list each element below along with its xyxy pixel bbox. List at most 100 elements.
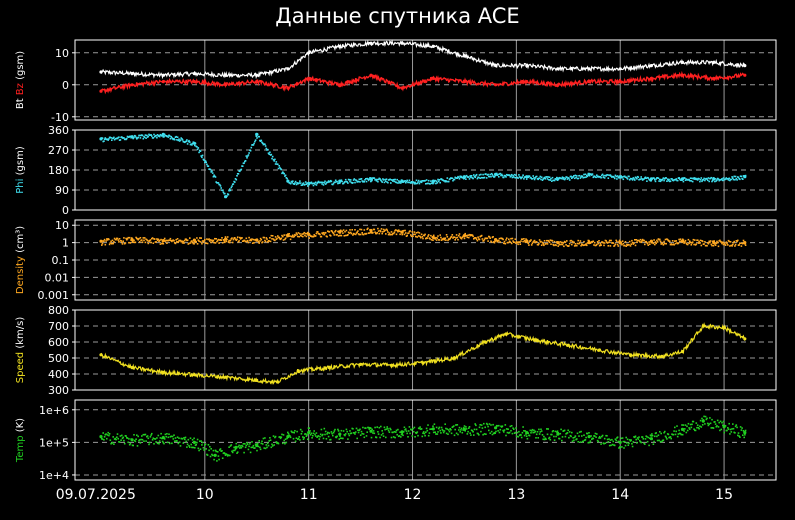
data-point [649, 243, 651, 245]
data-point [251, 441, 253, 443]
data-point [582, 244, 584, 247]
data-point [448, 238, 451, 241]
data-point [603, 177, 606, 179]
y-label-part: (gsm) [15, 146, 26, 178]
y-tick-label: 800 [48, 304, 69, 317]
data-point [644, 243, 646, 246]
data-point [490, 241, 493, 243]
data-point [315, 232, 318, 235]
data-point [587, 441, 590, 444]
data-point [231, 450, 233, 453]
data-point [143, 237, 146, 239]
data-point [125, 237, 127, 240]
data-point [734, 243, 737, 246]
data-mark [618, 80, 622, 84]
data-point [736, 240, 738, 243]
data-point [419, 426, 421, 428]
data-point [235, 239, 238, 241]
data-mark [224, 375, 228, 379]
data-point [271, 235, 274, 237]
data-mark [556, 67, 560, 71]
data-point [418, 182, 421, 185]
data-point [599, 437, 602, 439]
data-point [601, 173, 604, 176]
data-point [542, 243, 544, 245]
data-point [728, 422, 730, 425]
data-point [124, 242, 127, 244]
data-point [716, 425, 718, 427]
data-point [147, 437, 150, 440]
data-point [561, 243, 564, 246]
data-mark [629, 353, 633, 357]
data-point [335, 436, 338, 439]
data-point [661, 179, 663, 182]
data-point [189, 141, 191, 143]
data-point [734, 179, 736, 181]
data-point [489, 237, 491, 239]
data-point [256, 442, 259, 445]
data-point [390, 436, 393, 439]
data-mark [431, 235, 435, 239]
data-point [643, 239, 645, 242]
data-point [638, 436, 640, 438]
data-mark [400, 179, 404, 183]
data-point [457, 238, 459, 241]
data-point [494, 432, 496, 434]
data-point [720, 428, 723, 431]
data-point [144, 241, 147, 244]
data-point [545, 438, 547, 440]
data-point [377, 227, 379, 230]
data-point [699, 419, 702, 422]
data-point [142, 433, 145, 436]
data-point [689, 240, 691, 243]
data-point [256, 449, 258, 452]
data-point [514, 431, 517, 434]
series-phi [99, 132, 747, 199]
data-point [227, 454, 230, 456]
data-mark [130, 72, 134, 76]
data-point [152, 437, 155, 439]
data-point [377, 431, 379, 433]
data-point [520, 240, 522, 242]
data-point [234, 237, 236, 239]
data-point [146, 238, 148, 241]
data-point [264, 145, 267, 147]
data-point [709, 417, 711, 419]
data-point [171, 435, 174, 438]
data-point [701, 417, 703, 420]
data-point [246, 155, 249, 157]
data-point [655, 432, 657, 434]
data-point [282, 239, 285, 241]
data-point [644, 443, 646, 445]
data-point [605, 175, 607, 177]
data-point [344, 181, 346, 183]
data-point [737, 176, 740, 179]
data-point [161, 437, 163, 440]
y-label-part: (km/s) [15, 317, 26, 352]
y-tick-label: 270 [48, 144, 69, 157]
data-point [377, 180, 379, 183]
data-point [654, 178, 656, 181]
data-point [186, 446, 188, 448]
data-point [139, 442, 142, 444]
data-point [115, 238, 117, 241]
data-point [510, 173, 513, 176]
data-point [693, 243, 695, 246]
data-point [731, 245, 733, 247]
data-point [292, 180, 294, 182]
data-point [260, 442, 263, 445]
y-tick-label: 1e+5 [39, 436, 69, 449]
data-point [558, 243, 561, 246]
data-point [523, 434, 526, 437]
data-point [362, 233, 365, 236]
data-mark [161, 73, 165, 77]
data-point [273, 160, 275, 162]
data-point [707, 177, 710, 179]
data-point [703, 177, 705, 180]
data-point [674, 240, 676, 242]
data-point [163, 237, 166, 240]
data-point [168, 135, 171, 137]
data-point [455, 237, 457, 239]
data-mark [255, 238, 259, 242]
